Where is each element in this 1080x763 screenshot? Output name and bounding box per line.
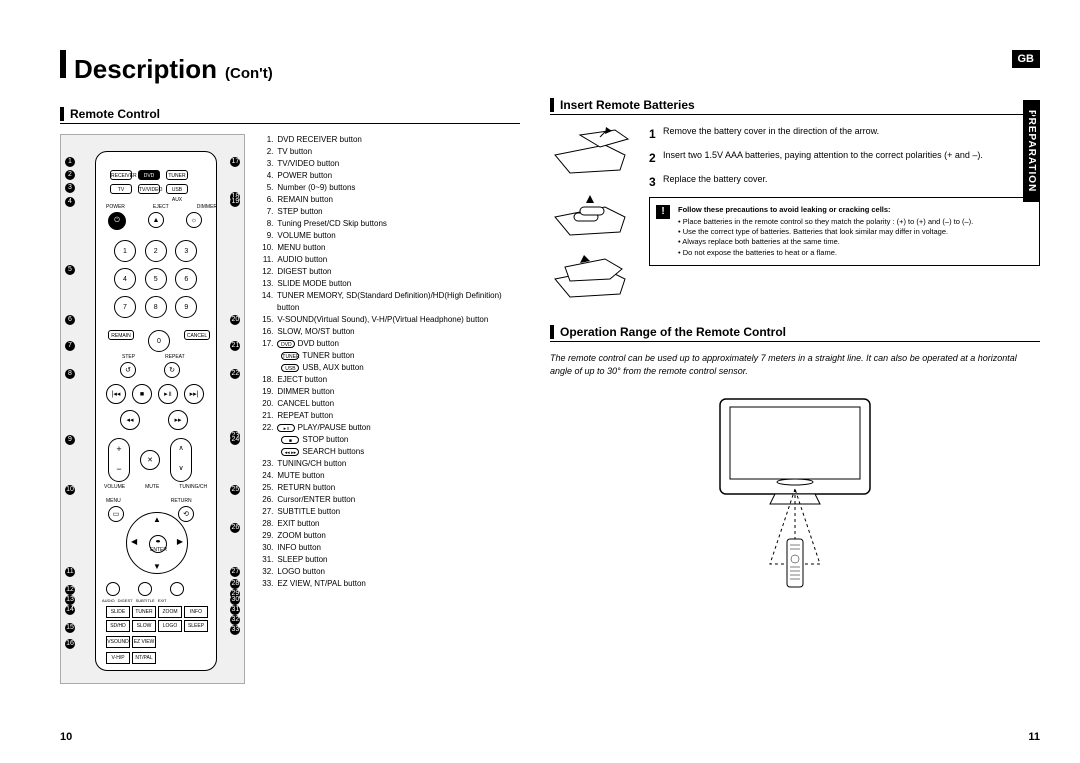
op-range-note: The remote control can be used up to app… (550, 352, 1040, 377)
remote-legend: 1.DVD RECEIVER button2.TV button3.TV/VID… (259, 134, 520, 684)
legend-item: 25.RETURN button (259, 482, 520, 494)
legend-item: 14.TUNER MEMORY, SD(Standard Definition)… (259, 290, 520, 314)
section-insert-batteries: Insert Remote Batteries (550, 98, 1040, 115)
legend-item: 21.REPEAT button (259, 410, 520, 422)
legend-item: 3.TV/VIDEO button (259, 158, 520, 170)
tv-illustration (550, 389, 1040, 594)
callout: 13 (65, 595, 75, 605)
warn-item: • Use the correct type of batteries. Bat… (678, 227, 1031, 237)
step-item: 1Remove the battery cover in the directi… (649, 125, 1040, 143)
callout: 32 (230, 615, 240, 625)
remote-body: RECEIVERDVDTUNER TVTV/VIDEOUSB AUX POWER… (95, 151, 217, 671)
callout: 11 (65, 567, 75, 577)
callout: 6 (65, 315, 75, 325)
legend-sub-item: ◂◂ ▸▸SEARCH buttons (259, 446, 520, 458)
battery-illustrations (550, 125, 635, 299)
legend-item: 24.MUTE button (259, 470, 520, 482)
section-bar-icon (550, 98, 554, 112)
legend-item: 19.DIMMER button (259, 386, 520, 398)
warning-icon: ! (656, 205, 670, 219)
page-number-left: 10 (60, 731, 72, 743)
title-main: Description (74, 54, 217, 85)
callout: 24 (230, 435, 240, 445)
warn-item: • Always replace both batteries at the s… (678, 237, 1031, 247)
remote-diagram: 12345678910111213141516 1718192021222324… (60, 134, 245, 684)
legend-item: 20.CANCEL button (259, 398, 520, 410)
warn-item: • Place batteries in the remote control … (678, 217, 1031, 227)
legend-item: 17.DVD DVD button (259, 338, 520, 350)
legend-item: 11.AUDIO button (259, 254, 520, 266)
callout: 12 (65, 585, 75, 595)
callout: 22 (230, 369, 240, 379)
legend-item: 29.ZOOM button (259, 530, 520, 542)
callout: 21 (230, 341, 240, 351)
step-item: 2Insert two 1.5V AAA batteries, paying a… (649, 149, 1040, 167)
callout: 26 (230, 523, 240, 533)
callout: 28 (230, 579, 240, 589)
callout: 20 (230, 315, 240, 325)
legend-item: 28.EXIT button (259, 518, 520, 530)
legend-item: 7.STEP button (259, 206, 520, 218)
callout: 30 (230, 595, 240, 605)
callout: 10 (65, 485, 75, 495)
warn-item: • Do not expose the batteries to heat or… (678, 248, 1031, 258)
legend-item: 23.TUNING/CH button (259, 458, 520, 470)
step-item: 3Replace the battery cover. (649, 173, 1040, 191)
legend-item: 22.▸॥ PLAY/PAUSE button (259, 422, 520, 434)
callout: 27 (230, 567, 240, 577)
legend-sub-item: USBUSB, AUX button (259, 362, 520, 374)
legend-item: 33.EZ VIEW, NT/PAL button (259, 578, 520, 590)
legend-item: 8.Tuning Preset/CD Skip buttons (259, 218, 520, 230)
section-title: Operation Range of the Remote Control (560, 325, 786, 339)
legend-item: 30.INFO button (259, 542, 520, 554)
legend-item: 1.DVD RECEIVER button (259, 134, 520, 146)
legend-item: 27.SUBTITLE button (259, 506, 520, 518)
legend-item: 26.Cursor/ENTER button (259, 494, 520, 506)
page-title: Description (Con't) (60, 50, 520, 85)
section-title: Remote Control (70, 107, 160, 121)
legend-sub-item: ■STOP button (259, 434, 520, 446)
section-bar-icon (60, 107, 64, 121)
battery-steps: 1Remove the battery cover in the directi… (649, 125, 1040, 191)
legend-item: 9.VOLUME button (259, 230, 520, 242)
section-remote-control: Remote Control (60, 107, 520, 124)
warn-title: Follow these precautions to avoid leakin… (678, 205, 1031, 215)
legend-item: 16.SLOW, MO/ST button (259, 326, 520, 338)
callout: 15 (65, 623, 75, 633)
legend-item: 2.TV button (259, 146, 520, 158)
legend-item: 13.SLIDE MODE button (259, 278, 520, 290)
legend-item: 18.EJECT button (259, 374, 520, 386)
title-bar-icon (60, 50, 66, 78)
legend-item: 6.REMAIN button (259, 194, 520, 206)
section-title: Insert Remote Batteries (560, 98, 695, 112)
legend-item: 12.DIGEST button (259, 266, 520, 278)
callout: 25 (230, 485, 240, 495)
warning-box: ! Follow these precautions to avoid leak… (649, 197, 1040, 266)
legend-item: 32.LOGO button (259, 566, 520, 578)
section-operation-range: Operation Range of the Remote Control (550, 325, 1040, 342)
callout: 19 (230, 197, 240, 207)
legend-sub-item: TUNERTUNER button (259, 350, 520, 362)
callout: 9 (65, 435, 75, 445)
title-sub: (Con't) (225, 65, 273, 82)
callout: 14 (65, 605, 75, 615)
callout: 8 (65, 369, 75, 379)
page-number-right: 11 (1028, 731, 1040, 743)
legend-item: 15.V-SOUND(Virtual Sound), V-H/P(Virtual… (259, 314, 520, 326)
legend-item: 10.MENU button (259, 242, 520, 254)
callout: 31 (230, 605, 240, 615)
callout: 4 (65, 197, 75, 207)
callout: 16 (65, 639, 75, 649)
callout: 2 (65, 170, 75, 180)
callout: 7 (65, 341, 75, 351)
legend-item: 31.SLEEP button (259, 554, 520, 566)
legend-item: 5.Number (0~9) buttons (259, 182, 520, 194)
callout: 33 (230, 625, 240, 635)
callout: 17 (230, 157, 240, 167)
callout: 5 (65, 265, 75, 275)
callout: 1 (65, 157, 75, 167)
callout: 3 (65, 183, 75, 193)
legend-item: 4.POWER button (259, 170, 520, 182)
section-bar-icon (550, 325, 554, 339)
